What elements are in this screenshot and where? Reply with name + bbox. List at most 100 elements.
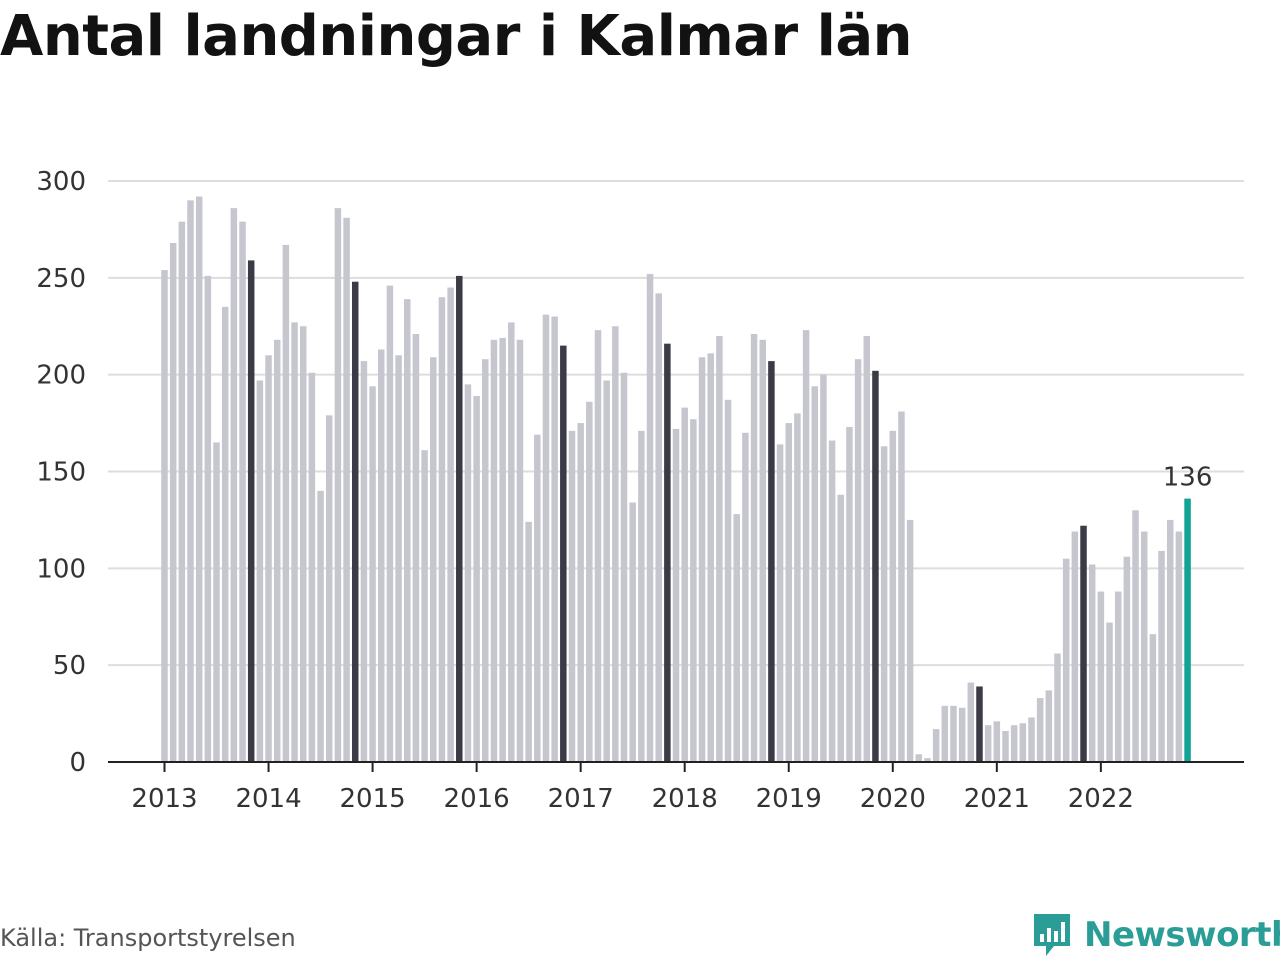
bar-2022-7 <box>1149 634 1157 762</box>
bar-2019-3 <box>802 330 810 762</box>
bar-2021-3 <box>1010 725 1018 762</box>
bar-2020-10 <box>967 682 975 762</box>
bar-2014-9 <box>334 208 342 762</box>
bar-2019-2 <box>794 413 801 762</box>
bar-2017-5 <box>612 326 619 762</box>
bar-2021-1 <box>993 721 1001 762</box>
bar-2021-7 <box>1045 690 1053 762</box>
bar-2016-12 <box>568 430 576 762</box>
bar-2013-5 <box>195 196 203 762</box>
bar-2019-11 <box>872 370 879 762</box>
bar-2020-12 <box>984 725 992 762</box>
bar-2021-12 <box>1088 564 1096 762</box>
bar-2020-1 <box>889 430 897 762</box>
bar-2021-6 <box>1036 698 1044 762</box>
newsworthy-logo-icon <box>1034 914 1070 956</box>
y-tick-label-250: 250 <box>36 264 86 294</box>
bar-2022-11 <box>1184 498 1191 762</box>
bar-2020-4 <box>915 754 923 762</box>
bar-2014-10 <box>343 217 350 763</box>
bar-2016-2 <box>482 359 489 762</box>
bar-2022-8 <box>1158 550 1165 762</box>
bar-2015-1 <box>369 386 376 762</box>
bar-2013-8 <box>221 306 229 762</box>
bar-2013-3 <box>178 221 186 763</box>
y-tick-label-300: 300 <box>36 167 86 197</box>
bar-2014-3 <box>282 244 290 762</box>
bar-2019-4 <box>811 386 818 762</box>
bar-2019-7 <box>837 494 845 762</box>
bar-2014-8 <box>325 415 333 762</box>
bar-2015-7 <box>421 450 428 762</box>
bar-2020-7 <box>941 705 949 762</box>
bar-2013-11 <box>247 260 255 762</box>
bar-2022-6 <box>1140 531 1148 762</box>
bar-2021-9 <box>1062 558 1070 762</box>
bar-2014-5 <box>299 326 307 762</box>
bar-2013-7 <box>213 442 220 762</box>
bar-2018-5 <box>716 335 723 762</box>
bar-2018-6 <box>724 399 732 762</box>
bar-2016-7 <box>525 521 532 762</box>
bar-2016-11 <box>560 345 567 762</box>
bar-2015-2 <box>378 349 385 762</box>
bar-2022-5 <box>1132 510 1139 762</box>
bars <box>161 196 1191 763</box>
bar-2017-9 <box>646 273 654 762</box>
bar-2016-9 <box>542 314 550 762</box>
bar-2021-8 <box>1054 653 1061 762</box>
x-tick-label-2020: 2020 <box>860 784 926 814</box>
x-tick-label-2014: 2014 <box>235 784 301 814</box>
bar-2016-10 <box>551 316 558 762</box>
bar-2013-4 <box>187 200 194 762</box>
bar-2017-6 <box>620 372 628 762</box>
bar-2015-4 <box>395 355 402 762</box>
y-tick-label-50: 50 <box>53 651 86 681</box>
bar-2022-10 <box>1175 531 1183 762</box>
bar-2021-2 <box>1002 731 1009 762</box>
bar-2019-8 <box>846 426 853 762</box>
x-tick-label-2015: 2015 <box>339 784 405 814</box>
bar-2016-4 <box>499 337 506 762</box>
bar-2018-1 <box>681 407 688 762</box>
bar-2015-6 <box>412 333 420 762</box>
bar-2015-11 <box>456 275 463 762</box>
bar-2017-12 <box>672 428 680 762</box>
bar-2019-9 <box>854 359 862 762</box>
bar-2022-1 <box>1097 591 1105 762</box>
x-axis <box>108 761 1244 772</box>
brand-name: Newsworthy <box>1084 915 1280 955</box>
bar-2021-4 <box>1019 723 1027 762</box>
bar-2013-12 <box>256 380 264 762</box>
bar-2020-3 <box>906 519 914 762</box>
bar-2016-1 <box>473 395 480 762</box>
x-tick-label-2013: 2013 <box>131 784 197 814</box>
x-tick-label-2022: 2022 <box>1068 784 1134 814</box>
bar-2014-2 <box>273 339 281 762</box>
bar-2017-3 <box>594 330 602 762</box>
bar-2016-6 <box>516 339 524 762</box>
latest-value-label: 136 <box>1163 463 1213 493</box>
y-tick-label-0: 0 <box>69 748 86 778</box>
newsworthy-logo[interactable]: Newsworthy <box>1032 912 1280 958</box>
bar-2014-11 <box>351 281 359 762</box>
bar-2016-3 <box>490 339 498 762</box>
bar-2018-8 <box>742 432 749 762</box>
y-tick-label-150: 150 <box>36 458 86 488</box>
bar-2016-5 <box>508 322 515 762</box>
tick-labels: 0 50 100 150 200 250 300 136 2013 2014 2015 2016 201… <box>36 167 1212 814</box>
bar-2018-4 <box>707 353 714 762</box>
bar-2018-11 <box>768 361 775 762</box>
x-tick-label-2021: 2021 <box>964 784 1030 814</box>
bar-2019-10 <box>863 335 871 762</box>
bar-2021-11 <box>1080 525 1087 762</box>
bar-2020-9 <box>958 707 966 762</box>
bar-2020-2 <box>898 411 905 762</box>
bar-2018-12 <box>776 444 784 762</box>
bar-2020-8 <box>950 705 957 762</box>
bar-2015-10 <box>447 287 454 762</box>
bar-2018-7 <box>733 514 740 762</box>
x-tick-label-2019: 2019 <box>756 784 822 814</box>
bar-2013-10 <box>239 221 246 763</box>
bar-2022-4 <box>1123 556 1131 762</box>
